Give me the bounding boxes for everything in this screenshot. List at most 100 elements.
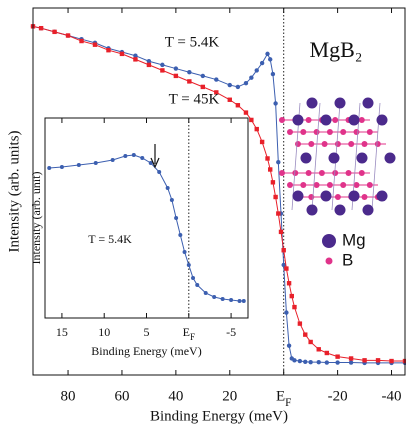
- y-axis-label: Intensity (arb. unit): [29, 172, 43, 265]
- data-point: [160, 68, 165, 73]
- data-point: [241, 299, 246, 303]
- x-tick-label: 10: [98, 325, 110, 339]
- data-point: [259, 139, 265, 145]
- boron-atom: [279, 170, 285, 176]
- data-point: [214, 90, 219, 95]
- data-point: [173, 66, 179, 71]
- data-point: [93, 161, 98, 165]
- magnesium-atom: [356, 152, 368, 164]
- data-point: [200, 84, 206, 90]
- boron-atom: [374, 141, 381, 147]
- data-point: [203, 291, 208, 295]
- data-point: [316, 359, 321, 365]
- data-point: [265, 51, 270, 57]
- boron-atom: [300, 182, 307, 188]
- boron-atom: [326, 182, 333, 188]
- data-point: [76, 163, 81, 167]
- data-point: [243, 81, 249, 86]
- data-point: [106, 48, 111, 53]
- data-point: [146, 62, 152, 68]
- boron-atom: [332, 117, 339, 123]
- x-tick-label: 20: [222, 388, 237, 404]
- data-point: [273, 194, 278, 200]
- data-point: [316, 347, 321, 352]
- data-point: [276, 159, 281, 165]
- x-tick-label: 15: [56, 325, 68, 339]
- boron-atom: [305, 117, 312, 123]
- data-point: [200, 73, 206, 79]
- boron-atom: [353, 129, 360, 135]
- magnesium-atom: [320, 114, 332, 126]
- data-point: [187, 70, 192, 75]
- boron-atom: [308, 141, 315, 147]
- data-point: [212, 295, 217, 299]
- x-tick-label: -5: [226, 325, 236, 339]
- data-point: [195, 283, 200, 287]
- magnesium-atom: [334, 204, 346, 216]
- data-point: [273, 101, 278, 106]
- boron-atom: [334, 141, 341, 147]
- boron-atom: [361, 141, 368, 147]
- x-tick-label: -40: [382, 388, 402, 404]
- data-point: [265, 156, 270, 161]
- x-tick-label: 40: [168, 388, 183, 404]
- magnesium-atom: [292, 190, 304, 202]
- axes-frame: [32, 7, 406, 376]
- y-axis-label: Intensity (arb. units): [6, 130, 22, 252]
- data-point: [348, 356, 354, 361]
- data-point: [227, 82, 232, 88]
- data-point: [182, 250, 187, 254]
- series-label: T = 5.4K: [88, 232, 132, 246]
- x-tick-label: 5: [144, 325, 150, 339]
- data-point: [362, 358, 367, 363]
- magnesium-atom: [292, 114, 304, 126]
- data-point: [268, 57, 273, 62]
- data-point: [268, 167, 273, 172]
- magnesium-atom: [328, 152, 340, 164]
- bond: [311, 102, 321, 211]
- data-point: [186, 263, 191, 267]
- legend-marker: [325, 257, 333, 265]
- x-tick-label: -20: [328, 388, 348, 404]
- data-point: [178, 233, 183, 237]
- data-point: [292, 358, 297, 363]
- data-point: [235, 84, 241, 90]
- magnesium-atom: [376, 190, 388, 202]
- data-point: [65, 33, 71, 38]
- magnesium-atom: [348, 114, 360, 126]
- arrow: [150, 144, 160, 169]
- magnesium-atom: [362, 204, 374, 216]
- data-point: [133, 57, 138, 62]
- data-point: [284, 266, 289, 271]
- boron-atom: [295, 141, 301, 147]
- boron-atom: [292, 170, 299, 176]
- series-label: T = 45K: [169, 91, 220, 107]
- data-point: [286, 281, 292, 286]
- data-point: [281, 248, 286, 253]
- data-point: [165, 186, 170, 190]
- data-point: [259, 60, 265, 66]
- data-point: [249, 75, 254, 80]
- data-point: [191, 276, 196, 280]
- data-point: [389, 358, 394, 364]
- data-point: [278, 229, 284, 235]
- magnesium-atom: [320, 190, 332, 202]
- data-point: [79, 38, 84, 44]
- data-point: [297, 321, 303, 326]
- boron-atom: [358, 170, 365, 176]
- boron-atom: [287, 182, 293, 188]
- data-point: [324, 360, 330, 365]
- boron-atom: [348, 141, 355, 147]
- boron-atom: [313, 182, 320, 188]
- data-point: [324, 350, 330, 356]
- data-point: [237, 299, 242, 303]
- x-tick-label: 60: [114, 388, 129, 404]
- magnesium-atom: [306, 204, 318, 216]
- data-point: [303, 332, 308, 337]
- data-point: [52, 29, 57, 35]
- data-point: [270, 71, 276, 77]
- boron-atom: [332, 170, 339, 176]
- boron-atom: [345, 170, 352, 176]
- data-point: [308, 359, 313, 365]
- data-point: [140, 156, 145, 160]
